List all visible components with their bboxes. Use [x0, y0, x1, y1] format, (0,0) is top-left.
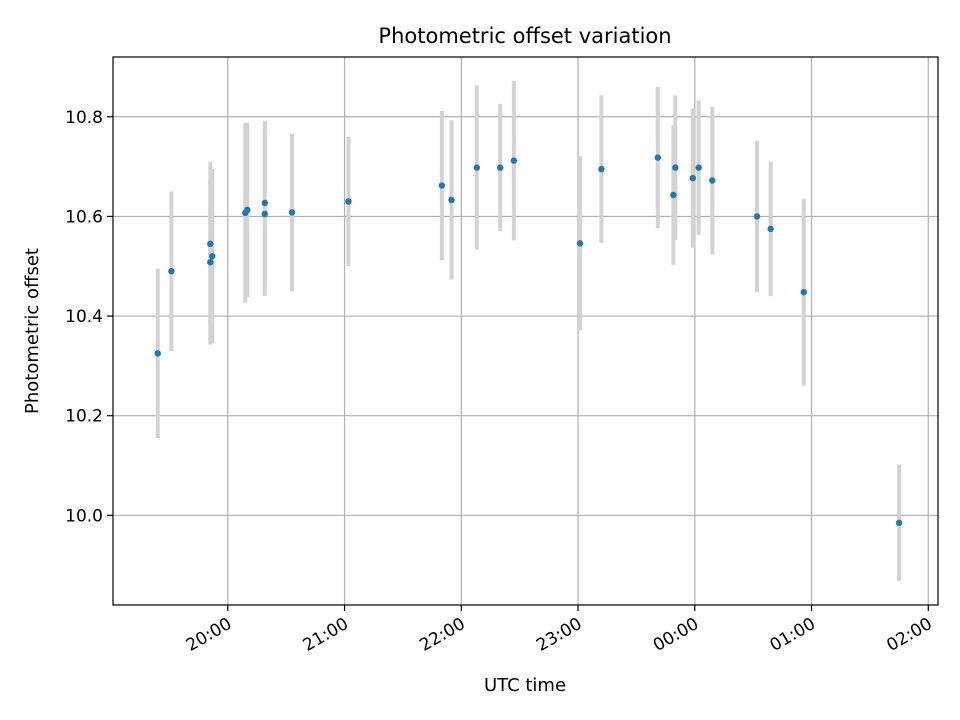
data-point	[154, 350, 161, 357]
data-point	[261, 210, 268, 218]
y-tick-label: 10.2	[65, 407, 103, 427]
data-point	[207, 240, 214, 248]
data-point	[244, 206, 251, 214]
data-point	[261, 199, 268, 207]
data-point	[473, 164, 481, 171]
data-point	[168, 268, 175, 275]
data-point	[670, 191, 677, 199]
x-axis-title: UTC time	[484, 675, 566, 696]
data-point	[598, 165, 605, 173]
data-point	[438, 182, 446, 189]
y-tick-label: 10.0	[65, 506, 103, 526]
plot-frame	[112, 56, 939, 606]
grid	[113, 57, 938, 605]
data-point	[767, 225, 774, 233]
data-point	[207, 259, 214, 266]
data-point	[497, 164, 504, 171]
chart-title: Photometric offset variation	[378, 24, 671, 48]
data-points	[154, 154, 903, 526]
data-point	[695, 164, 702, 171]
data-point	[654, 154, 662, 161]
y-tick-label: 10.6	[65, 207, 103, 227]
data-point	[709, 177, 716, 184]
data-point	[510, 157, 518, 164]
y-tick-label: 10.4	[65, 307, 103, 327]
data-point	[448, 196, 455, 204]
data-point	[800, 288, 807, 296]
data-point	[689, 174, 697, 182]
data-point	[895, 519, 903, 526]
y-axis: 10.0 10.2 10.4 10.6 10.8	[65, 108, 113, 526]
data-point	[576, 240, 584, 247]
data-point	[672, 164, 679, 171]
y-axis-title: Photometric offset	[22, 248, 43, 414]
y-tick-label: 10.8	[65, 108, 103, 128]
data-point	[209, 253, 216, 260]
data-point	[288, 209, 296, 216]
data-point	[345, 198, 352, 205]
data-point	[753, 213, 761, 220]
